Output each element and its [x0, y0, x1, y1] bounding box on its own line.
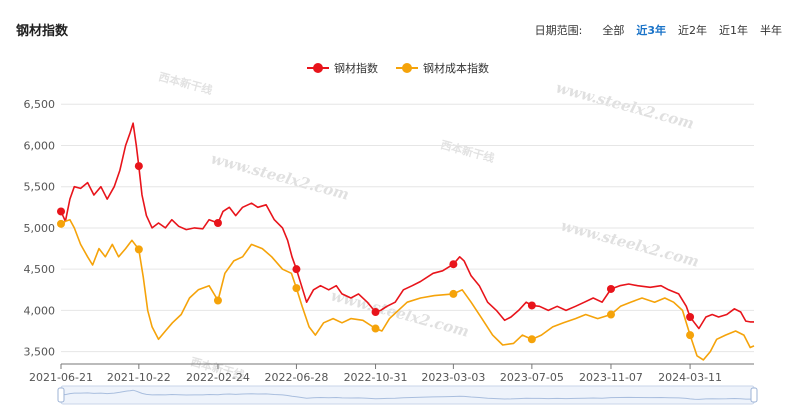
steel-index-point: [449, 260, 458, 269]
zoom-handle-right: [750, 387, 758, 403]
y-tick-label: 6,500: [24, 98, 56, 111]
x-tick-label: 2022-02-24: [186, 371, 250, 384]
range-option-half-year[interactable]: 半年: [760, 24, 782, 37]
x-tick-label: 2022-10-31: [344, 371, 408, 384]
steel-index-line: [60, 122, 754, 330]
legend-label-cost-index: 钢材成本指数: [423, 62, 489, 75]
chart-legend: 钢材指数 钢材成本指数: [0, 60, 796, 76]
x-tick-label: 2024-03-11: [658, 371, 722, 384]
y-tick-label: 4,000: [24, 304, 56, 317]
zoom-slider[interactable]: [57, 385, 758, 405]
zoom-handle-left: [57, 387, 65, 403]
cost-index-point: [606, 310, 615, 319]
steel-index-point: [686, 312, 695, 321]
watermarks: 西本新干线 www.steelx2.com 西本新干线 www.steelx2.…: [157, 69, 701, 382]
cost-index-point: [371, 324, 380, 333]
watermark-brand: 西本新干线: [157, 69, 214, 97]
range-option-2y[interactable]: 近2年: [678, 24, 707, 37]
steel-index-point: [371, 308, 380, 317]
legend-swatch-cost-index: [396, 62, 418, 74]
x-axis: 2021-06-21 2021-10-22 2022-02-24 2022-06-28…: [29, 363, 754, 384]
x-tick-label: 2022-06-28: [264, 371, 328, 384]
page-title: 钢材指数: [16, 24, 69, 39]
range-option-1y[interactable]: 近1年: [719, 24, 748, 37]
legend-item-cost-index[interactable]: 钢材成本指数: [396, 60, 489, 76]
steel-index-point: [292, 265, 301, 274]
cost-index-line: [60, 218, 755, 361]
legend-label-steel-index: 钢材指数: [334, 62, 378, 75]
x-tick-label: 2021-10-22: [107, 371, 171, 384]
cost-index-point: [527, 335, 536, 344]
y-tick-label: 3,500: [24, 346, 56, 359]
y-tick-label: 5,000: [24, 222, 56, 235]
cost-index-point: [292, 284, 301, 293]
steel-index-point: [527, 301, 536, 310]
steel-index-point: [134, 162, 143, 171]
legend-swatch-steel-index: [307, 62, 329, 74]
x-tick-label: 2023-11-07: [579, 371, 643, 384]
y-axis: 3,500 4,000 4,500 5,000 5,500 6,000 6,500: [24, 98, 56, 358]
cost-index-point: [449, 289, 458, 298]
x-tick-label: 2023-03-03: [421, 371, 485, 384]
x-tick-label: 2021-06-21: [29, 371, 93, 384]
date-range-selector: 日期范围: 全部 近3年 近2年 近1年 半年: [535, 22, 782, 38]
legend-item-steel-index[interactable]: 钢材指数: [307, 60, 378, 76]
range-option-all[interactable]: 全部: [602, 24, 625, 37]
watermark-brand: 西本新干线: [439, 137, 496, 165]
date-range-label: 日期范围:: [534, 24, 583, 37]
watermark-text: www.steelx2.com: [209, 149, 351, 203]
cost-index-point: [213, 296, 222, 305]
x-tick-label: 2023-07-05: [500, 371, 564, 384]
watermark-text: www.steelx2.com: [554, 78, 696, 132]
y-tick-label: 4,500: [24, 263, 56, 276]
grid: [61, 103, 754, 353]
y-tick-label: 6,000: [24, 139, 56, 152]
cost-index-point: [134, 245, 143, 254]
steel-index-point: [213, 218, 222, 227]
cost-index-point: [686, 331, 695, 340]
y-tick-label: 5,500: [24, 181, 56, 194]
range-option-3y[interactable]: 近3年: [636, 24, 666, 37]
steel-index-point: [57, 207, 65, 216]
steel-index-point: [606, 284, 615, 293]
watermark-text: www.steelx2.com: [559, 216, 701, 270]
series-group: [57, 122, 755, 361]
zoom-preview-line: [60, 389, 754, 400]
cost-index-point: [57, 219, 65, 228]
